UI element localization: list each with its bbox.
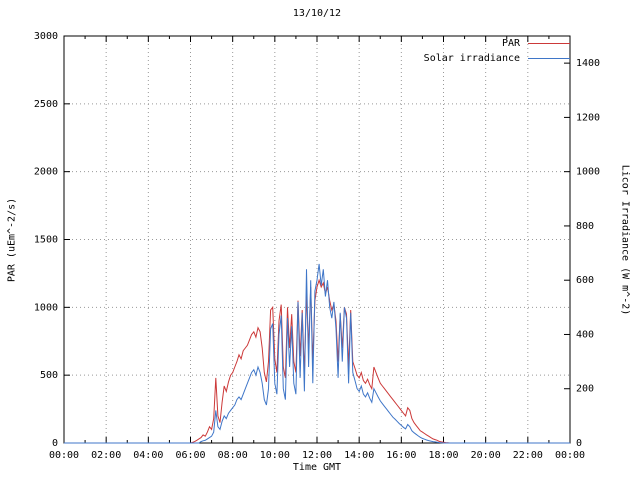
x-tick-label: 00:00: [49, 450, 79, 461]
x-tick-label: 14:00: [344, 450, 374, 461]
x-tick-label: 00:00: [555, 450, 585, 461]
y-right-tick-label: 600: [576, 275, 594, 286]
x-tick-label: 06:00: [175, 450, 205, 461]
x-tick-label: 04:00: [133, 450, 163, 461]
y-left-tick-label: 1000: [34, 302, 58, 313]
legend-item-solar: Solar irradiance: [424, 52, 570, 64]
y-right-tick-label: 200: [576, 384, 594, 395]
y-right-tick-label: 1400: [576, 58, 600, 69]
legend-item-par: PAR: [424, 37, 570, 49]
y-left-tick-label: 0: [52, 438, 58, 449]
y-left-tick-label: 2000: [34, 167, 58, 178]
legend: PAR Solar irradiance: [424, 37, 570, 64]
x-tick-label: 16:00: [386, 450, 416, 461]
y-right-tick-label: 400: [576, 329, 594, 340]
y-left-tick-label: 3000: [34, 31, 58, 42]
y-left-tick-label: 1500: [34, 235, 58, 246]
y-right-tick-label: 0: [576, 438, 582, 449]
x-tick-label: 22:00: [513, 450, 543, 461]
x-tick-label: 20:00: [471, 450, 501, 461]
y-axis-right-label: Licor Irradiance (W m^-2): [619, 164, 631, 316]
y-right-tick-label: 1200: [576, 112, 600, 123]
series-line-solar-irradiance: [64, 263, 570, 444]
legend-label-par: PAR: [501, 37, 520, 49]
x-axis-label: Time GMT: [292, 462, 342, 473]
x-tick-label: 08:00: [218, 450, 248, 461]
x-tick-label: 02:00: [91, 450, 121, 461]
y-left-tick-label: 2500: [34, 99, 58, 110]
y-right-tick-label: 1000: [576, 167, 600, 178]
y-right-tick-label: 800: [576, 221, 594, 232]
x-tick-label: 12:00: [302, 450, 332, 461]
series-line-par: [64, 278, 570, 444]
solar-line-sample-icon: [528, 57, 570, 59]
par-line-sample-icon: [528, 42, 570, 44]
y-left-tick-label: 500: [40, 370, 58, 381]
chart-title: 13/10/12: [292, 8, 342, 19]
legend-label-solar: Solar irradiance: [423, 52, 520, 64]
x-tick-label: 10:00: [260, 450, 290, 461]
y-axis-left-label: PAR (uEm^-2/s): [6, 197, 18, 283]
x-tick-label: 18:00: [428, 450, 458, 461]
